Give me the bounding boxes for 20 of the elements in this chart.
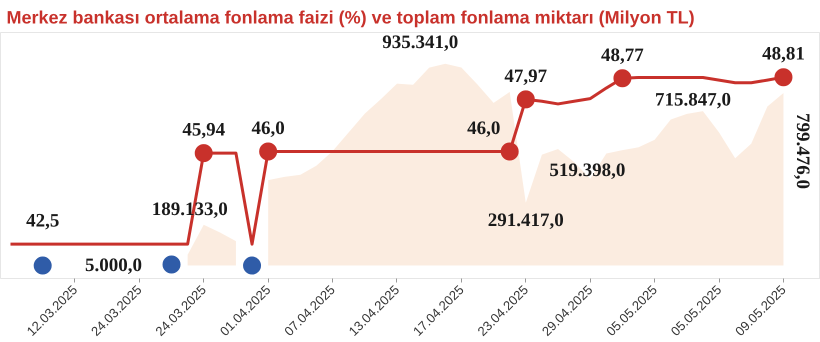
- point: [259, 142, 278, 161]
- data-label: 42,5: [26, 210, 60, 232]
- data-label: 46,0: [252, 118, 285, 140]
- data-label: 799.476,0: [792, 113, 813, 190]
- point: [516, 90, 535, 108]
- chart-title: Merkez bankası ortalama fonlama faizi (%) ve toplam fonlama miktarı (Milyon TL): [6, 8, 695, 28]
- data-label: 715.847,0: [654, 90, 731, 111]
- data-label: 48,81: [762, 44, 805, 65]
- data-label: 47,97: [504, 66, 548, 87]
- point: [500, 142, 519, 161]
- data-label: 45,94: [182, 120, 226, 141]
- data-label: 291.417,0: [488, 210, 564, 232]
- data-label: 519.398,0: [549, 160, 626, 181]
- data-label: 935.341,0: [382, 32, 458, 54]
- data-label: 48,77: [601, 44, 644, 66]
- point: [194, 144, 213, 162]
- point: [613, 69, 632, 88]
- point: [774, 68, 792, 86]
- data-label: 5.000,0: [85, 254, 142, 276]
- data-label: 46,0: [467, 118, 500, 140]
